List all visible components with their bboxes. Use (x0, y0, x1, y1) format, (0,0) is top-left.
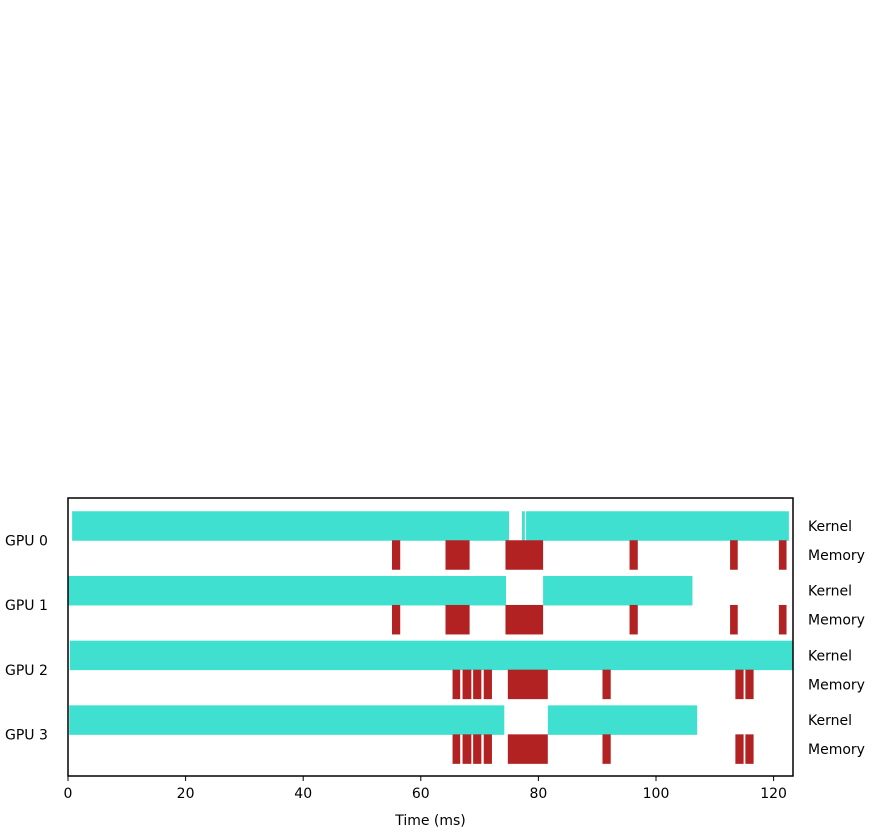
gpu0-kernel-bar-0 (72, 511, 509, 541)
x-tick-label-80: 80 (529, 786, 547, 802)
gpu0-memory-bar-4 (730, 540, 738, 570)
gpu3-memory-bar-5 (602, 734, 611, 764)
memory-row-label-1: Memory (808, 613, 865, 629)
gpu3-memory-bar-3 (483, 734, 492, 764)
kernel-row-label-2: Kernel (808, 648, 852, 664)
bars-layer (68, 511, 794, 764)
x-axis-label: Time (ms) (394, 813, 466, 829)
kernel-row-label-1: Kernel (808, 584, 852, 600)
gpu3-kernel-bar-0 (69, 705, 505, 735)
gpu0-kernel-bar-2 (526, 511, 789, 541)
memory-row-label-3: Memory (808, 742, 865, 758)
x-tick-label-120: 120 (760, 786, 787, 802)
kernel-row-label-0: Kernel (808, 519, 852, 535)
memory-row-label-2: Memory (808, 677, 865, 693)
gpu2-memory-bar-3 (483, 669, 492, 700)
gpu2-memory-bar-4 (507, 669, 548, 700)
gpu2-memory-bar-7 (745, 669, 754, 700)
gpu3-kernel-bar-1 (547, 705, 698, 735)
gpu3-memory-bar-2 (473, 734, 482, 764)
plot-frame (67, 497, 794, 777)
gpu0-kernel-bar-1 (521, 511, 525, 541)
gpu3-memory-bar-0 (452, 734, 461, 764)
x-axis-ticks: 0 20 40 60 80 100 120 (64, 776, 787, 802)
gpu2-memory-bar-6 (735, 669, 744, 700)
gpu1-memory-bar-1 (445, 604, 470, 635)
gpu0-memory-bar-3 (629, 540, 638, 570)
gpu2-memory-bar-1 (462, 669, 472, 700)
x-tick-label-100: 100 (643, 786, 670, 802)
gpu-label-1: GPU 1 (5, 598, 48, 614)
gpu3-memory-bar-4 (507, 734, 548, 764)
kernel-row-label-3: Kernel (808, 713, 852, 729)
gpu-label-2: GPU 2 (5, 663, 48, 679)
gpu1-memory-bar-2 (505, 604, 544, 635)
gpu3-memory-bar-7 (745, 734, 754, 764)
gpu3-memory-bar-1 (462, 734, 472, 764)
x-tick-label-60: 60 (412, 786, 430, 802)
gpu-label-0: GPU 0 (5, 534, 48, 550)
x-tick-label-0: 0 (64, 786, 73, 802)
gpu1-memory-bar-3 (629, 604, 638, 635)
gpu1-memory-bar-0 (391, 604, 401, 635)
gpu2-kernel-bar-0 (69, 640, 794, 671)
gpu1-memory-bar-5 (778, 604, 787, 635)
gpu1-memory-bar-4 (730, 604, 738, 635)
gpu3-memory-bar-6 (735, 734, 744, 764)
row-type-labels: Kernel Memory Kernel Memory Kernel Memory Kern… (808, 519, 865, 758)
memory-row-label-0: Memory (808, 548, 865, 564)
gpu-label-3: GPU 3 (5, 728, 48, 744)
gpu2-memory-bar-2 (473, 669, 482, 700)
gpu0-memory-bar-0 (391, 540, 401, 570)
gpu2-memory-bar-0 (452, 669, 461, 700)
gpu-labels: GPU 0 GPU 1 GPU 2 GPU 3 (5, 534, 48, 744)
gpu0-memory-bar-5 (778, 540, 787, 570)
gpu1-kernel-bar-1 (543, 575, 693, 606)
x-tick-label-20: 20 (177, 786, 195, 802)
gpu1-kernel-bar-0 (68, 575, 507, 606)
gpu0-memory-bar-1 (445, 540, 470, 570)
gpu0-memory-bar-2 (505, 540, 544, 570)
gpu2-memory-bar-5 (602, 669, 611, 700)
x-tick-label-40: 40 (294, 786, 312, 802)
